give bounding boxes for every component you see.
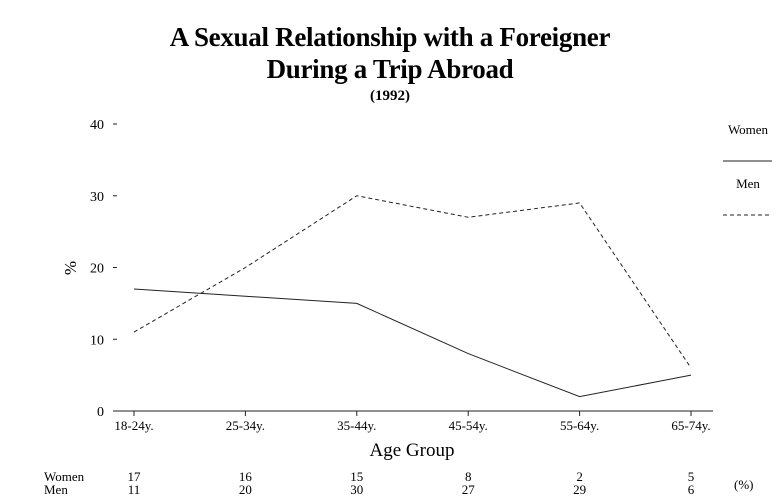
y-tick-label-30: 30 (90, 190, 104, 205)
x-axis-title: Age Group (370, 440, 455, 461)
series-line-women (133, 288, 692, 398)
table-cell-women-2: 16 (239, 469, 253, 484)
y-tick-label-10: 10 (90, 333, 104, 348)
table-row-label-women: Women (44, 469, 85, 484)
y-tick-label-0: 0 (97, 405, 104, 420)
x-tick-label-5: 55-64y. (560, 418, 599, 433)
x-tick-label-6: 65-74y. (671, 418, 710, 433)
table-cell-men-6: 6 (688, 482, 695, 497)
table-unit-label: (%) (734, 477, 754, 492)
table-cell-women-3: 15 (350, 469, 363, 484)
x-tick-label-2: 25-34y. (226, 418, 265, 433)
table-cell-men-4: 27 (462, 482, 476, 497)
table-cell-women-5: 2 (576, 469, 583, 484)
y-axis-title: % (61, 261, 80, 275)
table-cell-men-5: 29 (573, 482, 586, 497)
y-tick-label-20: 20 (90, 262, 104, 277)
x-tick-label-1: 18-24y. (114, 418, 153, 433)
y-tick-label-40: 40 (90, 118, 104, 133)
chart-title: A Sexual Relationship with a Foreigner (169, 22, 611, 52)
table-cell-women-1: 17 (128, 469, 142, 484)
legend-label-men: Men (736, 176, 760, 191)
series-line-men (133, 195, 692, 369)
chart-subtitle: (1992) (370, 88, 410, 104)
chart-title-line2: During a Trip Abroad (266, 54, 514, 84)
legend-label-women: Women (728, 122, 769, 137)
x-tick-label-4: 45-54y. (449, 418, 488, 433)
table-cell-men-1: 11 (128, 482, 141, 497)
x-tick-label-3: 35-44y. (337, 418, 376, 433)
table-row-label-men: Men (44, 482, 68, 497)
table-cell-women-6: 5 (688, 469, 695, 484)
table-cell-men-2: 20 (239, 482, 252, 497)
table-cell-women-4: 8 (465, 469, 472, 484)
table-cell-men-3: 30 (350, 482, 363, 497)
